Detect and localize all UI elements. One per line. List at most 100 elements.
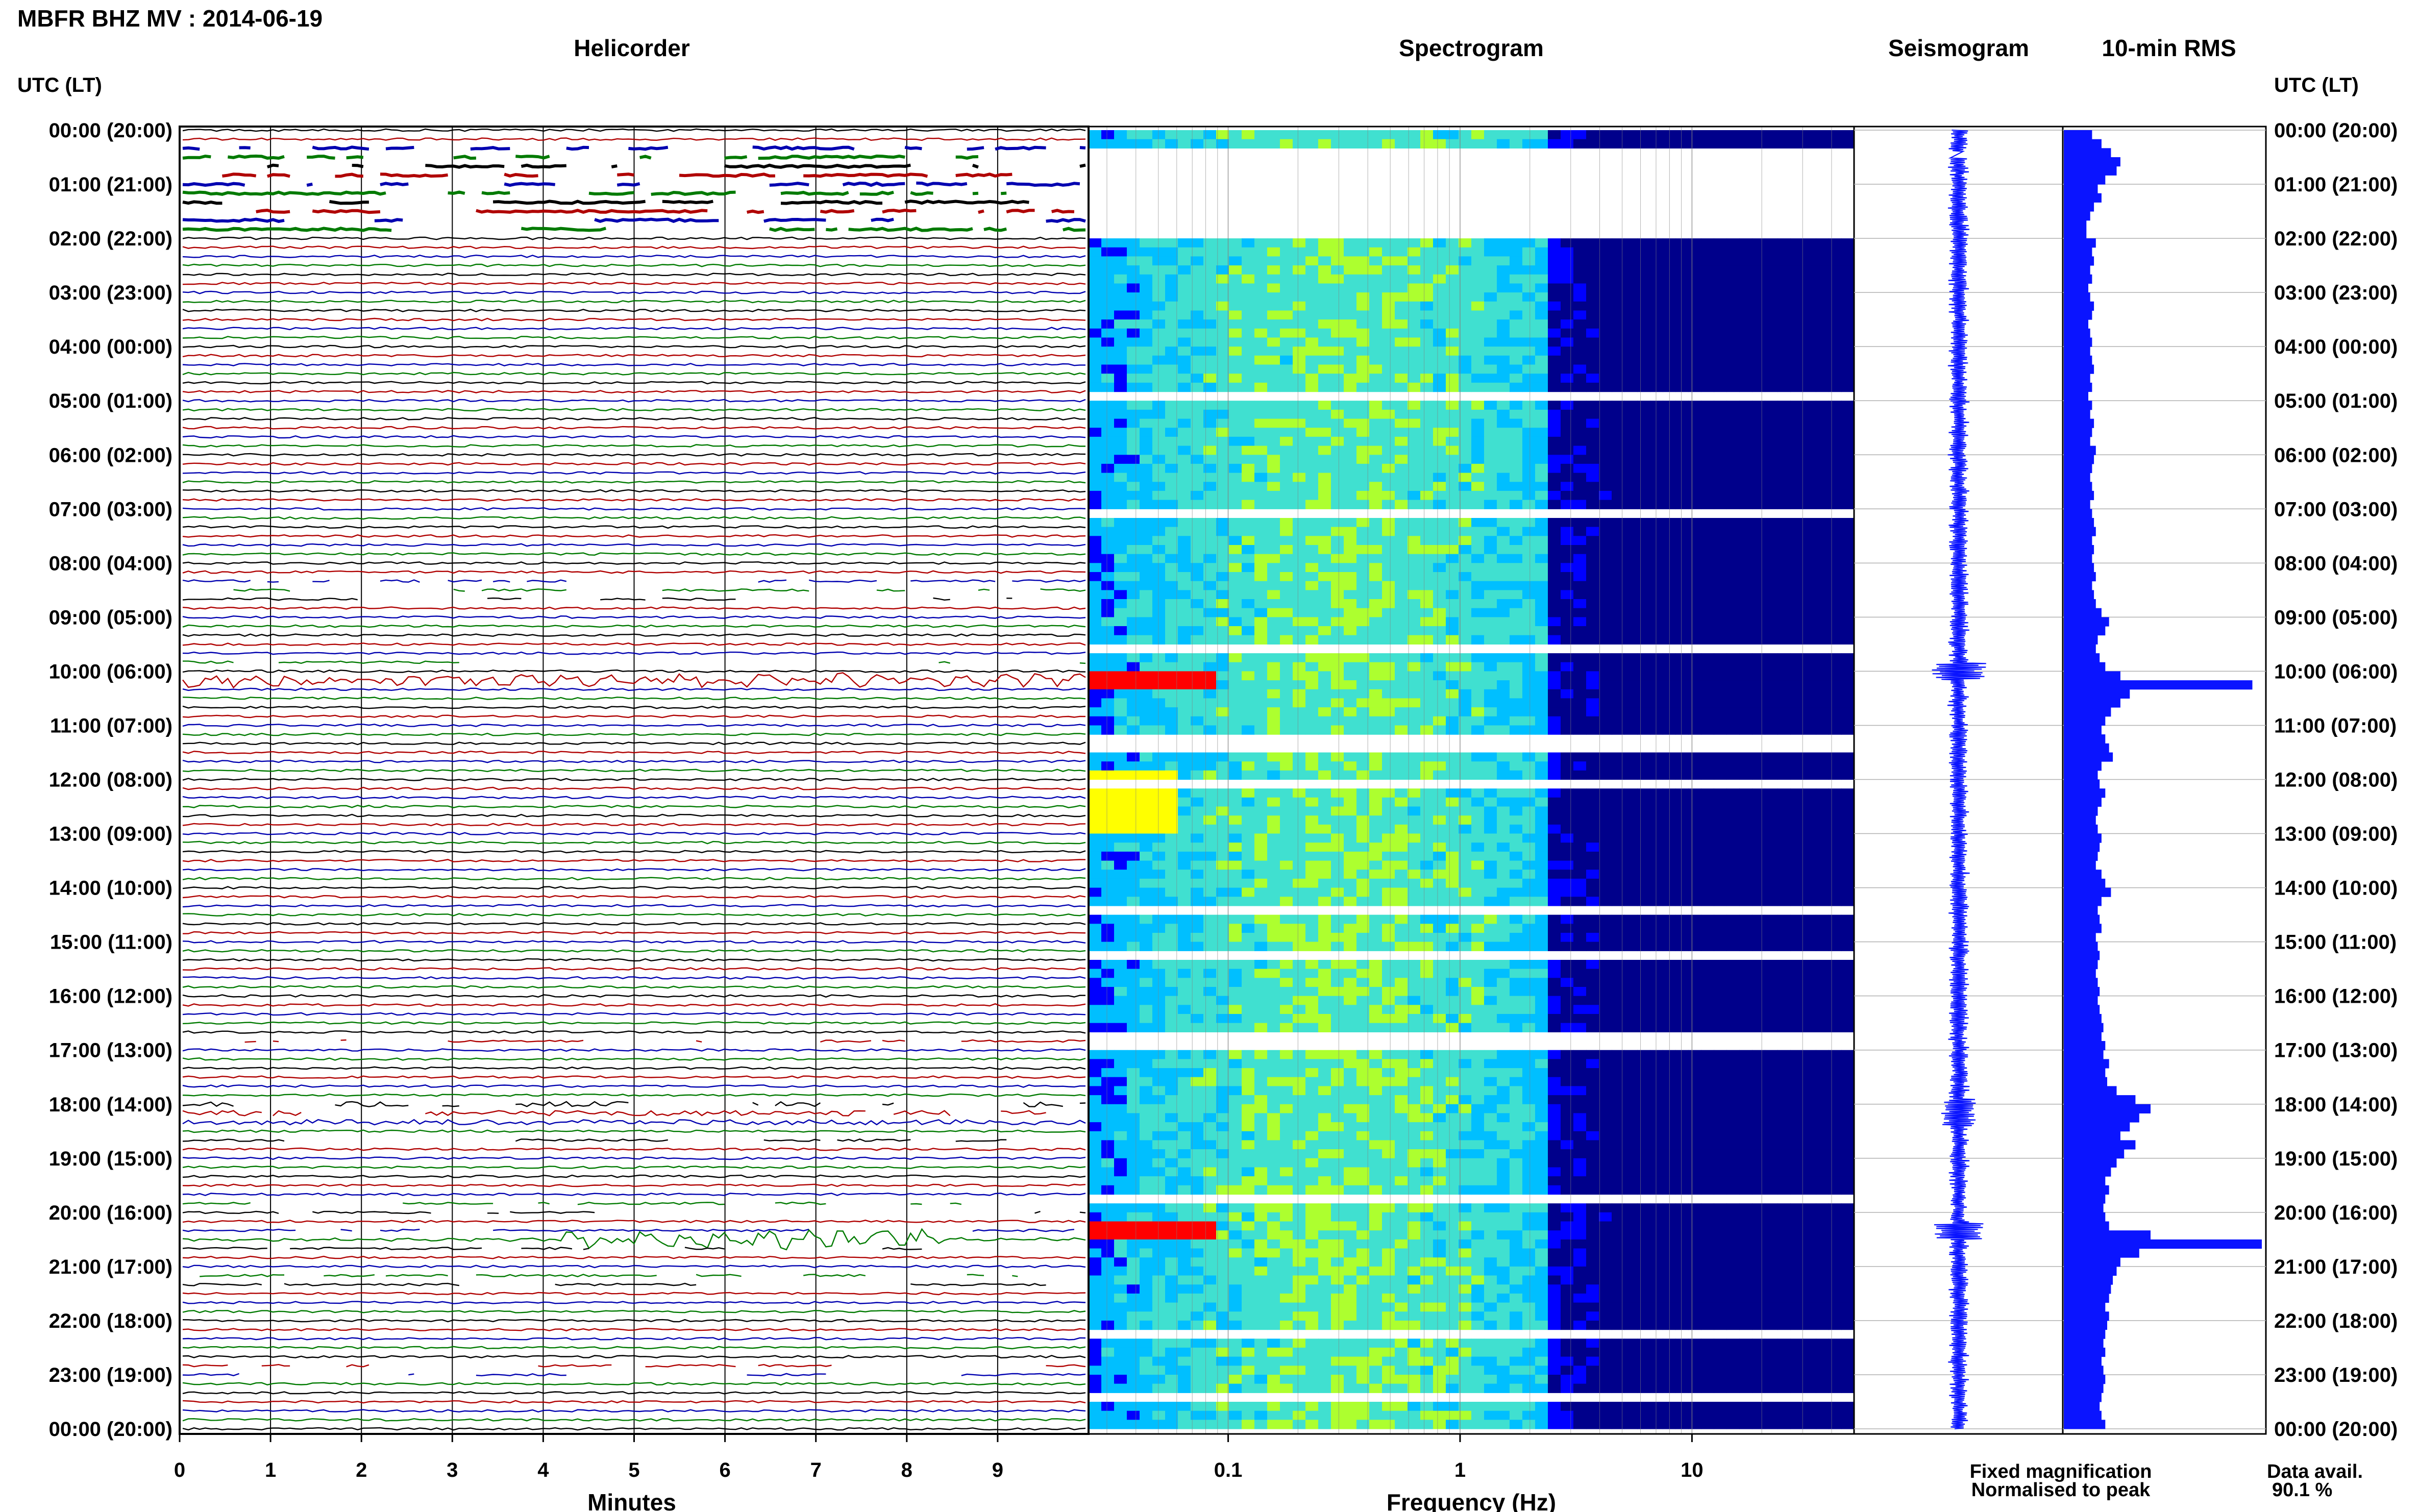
spectrogram-cell	[1395, 833, 1408, 843]
spectrogram-cell	[1203, 256, 1217, 266]
spectrogram-cell	[1675, 987, 1689, 997]
spectrogram-cell	[1408, 563, 1421, 573]
spectrogram-cell	[1089, 1005, 1102, 1014]
spectrogram-cell	[1561, 409, 1574, 419]
spectrogram-cell	[1510, 238, 1523, 248]
spectrogram-cell	[1561, 518, 1574, 528]
spectrogram-cell	[1841, 319, 1855, 329]
spectrogram-cell	[1305, 608, 1319, 617]
spectrogram-cell	[1561, 626, 1574, 636]
spectrogram-cell	[1229, 428, 1242, 437]
spectrogram-cell	[1535, 878, 1548, 888]
spectrogram-cell	[1726, 572, 1740, 582]
spectrogram-cell	[1229, 455, 1242, 464]
spectrogram-cell	[1484, 933, 1497, 943]
time-label-right: 12:00 (08:00)	[2274, 769, 2398, 791]
spectrogram-cell	[1382, 824, 1395, 834]
spectrogram-cell	[1726, 1005, 1740, 1014]
spectrogram-cell	[1663, 680, 1676, 690]
spectrogram-cell	[1318, 545, 1331, 555]
spectrogram-cell	[1191, 328, 1204, 338]
spectrogram-cell	[1229, 914, 1242, 924]
spectrogram-cell	[1446, 860, 1459, 870]
spectrogram-cell	[1114, 897, 1127, 906]
spectrogram-cell	[1688, 401, 1701, 410]
spectrogram-cell	[1408, 238, 1421, 248]
spectrogram-cell	[1803, 364, 1816, 374]
spectrogram-cell	[1663, 328, 1676, 338]
spectrogram-cell	[1293, 346, 1306, 356]
spectrogram-cell	[1280, 969, 1293, 978]
spectrogram-cell	[1089, 463, 1102, 474]
spectrogram-cell	[1216, 1005, 1229, 1014]
spectrogram-cell	[1790, 924, 1804, 933]
spectrogram-cell	[1229, 617, 1242, 627]
spectrogram-cell	[1446, 247, 1459, 257]
spectrogram-cell	[1548, 473, 1561, 482]
spectrogram-cell	[1510, 428, 1523, 437]
spectrogram-cell	[1446, 265, 1459, 275]
spectrogram-cell	[1178, 617, 1191, 627]
spectrogram-cell	[1152, 698, 1166, 708]
spectrogram-cell	[1114, 274, 1127, 284]
spectrogram-cell	[1573, 310, 1587, 320]
spectrogram-cell	[1089, 671, 1102, 681]
spectrogram-cell	[1293, 924, 1306, 933]
spectrogram-cell	[1395, 463, 1408, 474]
spectrogram-cell	[1739, 436, 1752, 447]
spectrogram-cell	[1433, 617, 1446, 627]
spectrogram-cell	[1165, 698, 1178, 708]
spectrogram-cell	[1675, 878, 1689, 888]
time-label-left: 00:00 (20:00)	[49, 1418, 172, 1441]
spectrogram-cell	[1127, 500, 1140, 509]
spectrogram-cell	[1140, 689, 1153, 699]
spectrogram-cell	[1216, 626, 1229, 636]
spectrogram-cell	[1280, 436, 1293, 447]
spectrogram-cell	[1561, 536, 1574, 546]
spectrogram-cell	[1663, 536, 1676, 546]
spectrogram-cell	[1420, 1023, 1434, 1032]
spectrogram-cell	[1701, 941, 1714, 951]
spectrogram-cell	[1254, 842, 1268, 852]
spectrogram-cell	[1254, 292, 1268, 302]
spectrogram-cell	[1688, 563, 1701, 573]
spectrogram-cell	[1140, 842, 1153, 852]
spectrogram-cell	[1101, 978, 1115, 987]
spectrogram-cell	[1739, 978, 1752, 987]
spectrogram-cell	[1446, 842, 1459, 852]
spectrogram-cell	[1675, 752, 1689, 762]
spectrogram-cell	[1497, 815, 1510, 825]
spectrogram-cell	[1446, 346, 1459, 356]
spectrogram-cell	[1484, 301, 1497, 311]
spectrogram-cell	[1829, 310, 1842, 320]
spectrogram-cell	[1803, 1023, 1816, 1032]
spectrogram-cell	[1624, 346, 1638, 356]
spectrogram-cell	[1841, 590, 1855, 600]
spectrogram-cell	[1254, 1023, 1268, 1032]
spectrogram-cell	[1254, 924, 1268, 933]
spectrogram-cell	[1829, 870, 1842, 879]
spectrogram-cell	[1548, 870, 1561, 879]
spectrogram-cell	[1497, 788, 1510, 798]
spectrogram-cell	[1803, 490, 1816, 501]
spectrogram-cell	[1522, 382, 1536, 392]
time-label-right: 00:00 (20:00)	[2274, 119, 2398, 142]
spectrogram-cell	[1816, 581, 1829, 590]
spectrogram-cell	[1561, 256, 1574, 266]
spectrogram-cell	[1459, 418, 1472, 428]
spectrogram-cell	[1778, 698, 1791, 708]
spectrogram-cell	[1433, 870, 1446, 879]
spectrogram-cell	[1522, 689, 1536, 699]
spectrogram-cell	[1790, 842, 1804, 852]
spectrogram-cell	[1535, 130, 1548, 140]
spectrogram-cell	[1573, 914, 1587, 924]
spectrogram-cell	[1688, 1023, 1701, 1032]
spectrogram-cell	[1229, 500, 1242, 509]
spectrogram-cell	[1216, 1014, 1229, 1024]
spectrogram-cell	[1841, 941, 1855, 951]
spectrogram-cell	[1714, 689, 1727, 699]
spectrogram-cell	[1242, 1023, 1255, 1032]
spectrogram-cell	[1369, 608, 1383, 617]
spectrogram-cell	[1726, 337, 1740, 347]
spectrogram-cell	[1446, 301, 1459, 311]
